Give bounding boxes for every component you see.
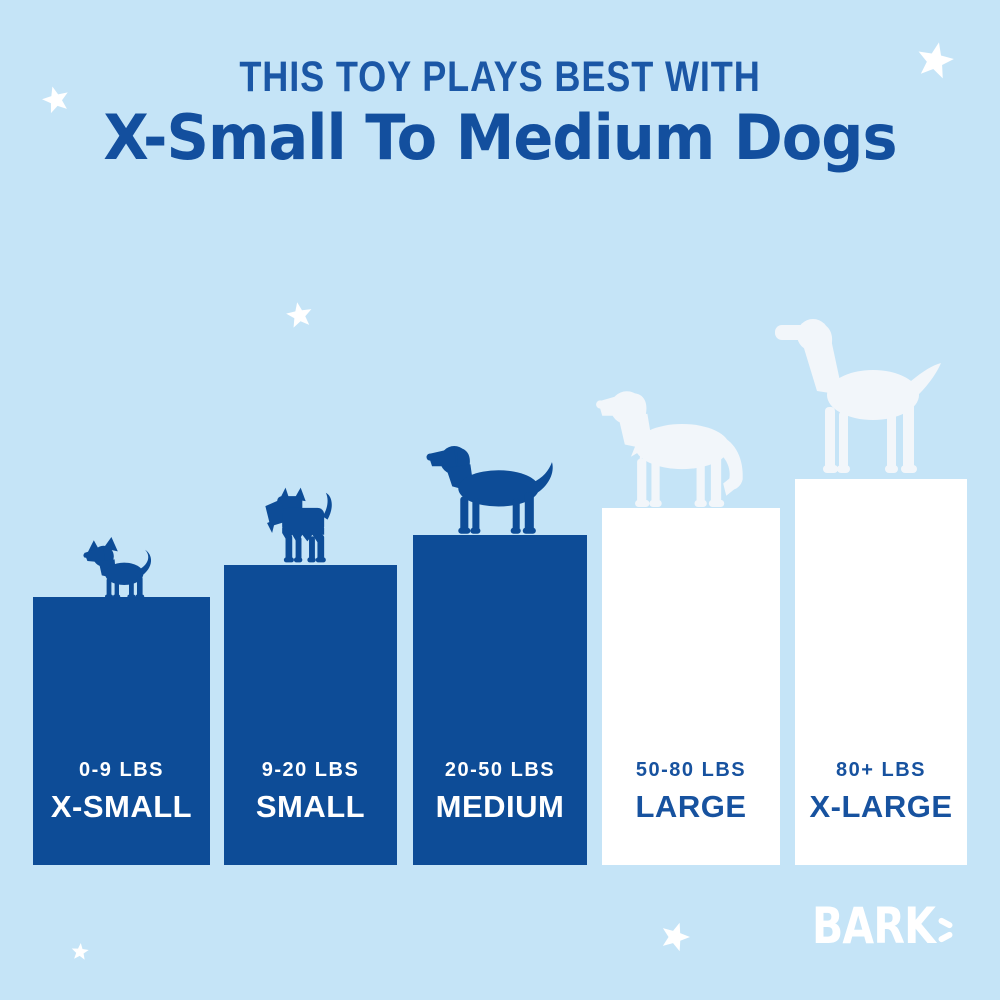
terrier-dog-icon [265, 488, 332, 563]
size-column-large: 50-80 LBS LARGE [596, 391, 780, 865]
weight-range-label: 50-80 LBS [635, 759, 747, 781]
size-column-small: 9-20 LBS SMALL [224, 488, 397, 865]
size-column-x-large: 80+ LBS X-LARGE [775, 319, 967, 865]
weight-range-label: 80+ LBS [836, 759, 926, 781]
star-icon [656, 918, 694, 956]
weight-range-label: 0-9 LBS [79, 759, 164, 781]
chihuahua-dog-icon [83, 536, 152, 599]
size-bar-x-large: 80+ LBS X-LARGE [775, 319, 967, 865]
golden-retriever-dog-icon [596, 391, 743, 507]
eyebrow-text: THIS TOY PLAYS BEST WITH [239, 53, 761, 101]
labrador-dog-icon [426, 446, 553, 534]
star-icon [39, 83, 73, 117]
bark-logo: BARK [812, 901, 972, 961]
size-name-label: SMALL [255, 789, 366, 824]
size-bar-x-small: 0-9 LBS X-SMALL [33, 536, 210, 865]
size-name-label: LARGE [635, 789, 747, 824]
size-name-label: MEDIUM [435, 789, 565, 824]
size-bar-large: 50-80 LBS LARGE [596, 391, 780, 865]
size-column-x-small: 0-9 LBS X-SMALL [33, 536, 210, 865]
star-icon [284, 300, 315, 331]
weight-range-label: 20-50 LBS [444, 759, 556, 781]
star-icon [70, 942, 90, 962]
weight-range-label: 9-20 LBS [261, 759, 360, 781]
star-icon [912, 38, 957, 83]
page-title: X-Small To Medium Dogs [103, 101, 897, 174]
pointer-dog-icon [775, 319, 941, 473]
bark-marks-icon [936, 916, 962, 948]
size-bar-small: 9-20 LBS SMALL [224, 488, 397, 865]
size-name-label: X-SMALL [50, 789, 193, 824]
size-bar-medium: 20-50 LBS MEDIUM [413, 446, 587, 865]
size-name-label: X-LARGE [809, 789, 953, 824]
size-column-medium: 20-50 LBS MEDIUM [413, 446, 587, 865]
bark-logo-text: BARK [812, 897, 936, 955]
